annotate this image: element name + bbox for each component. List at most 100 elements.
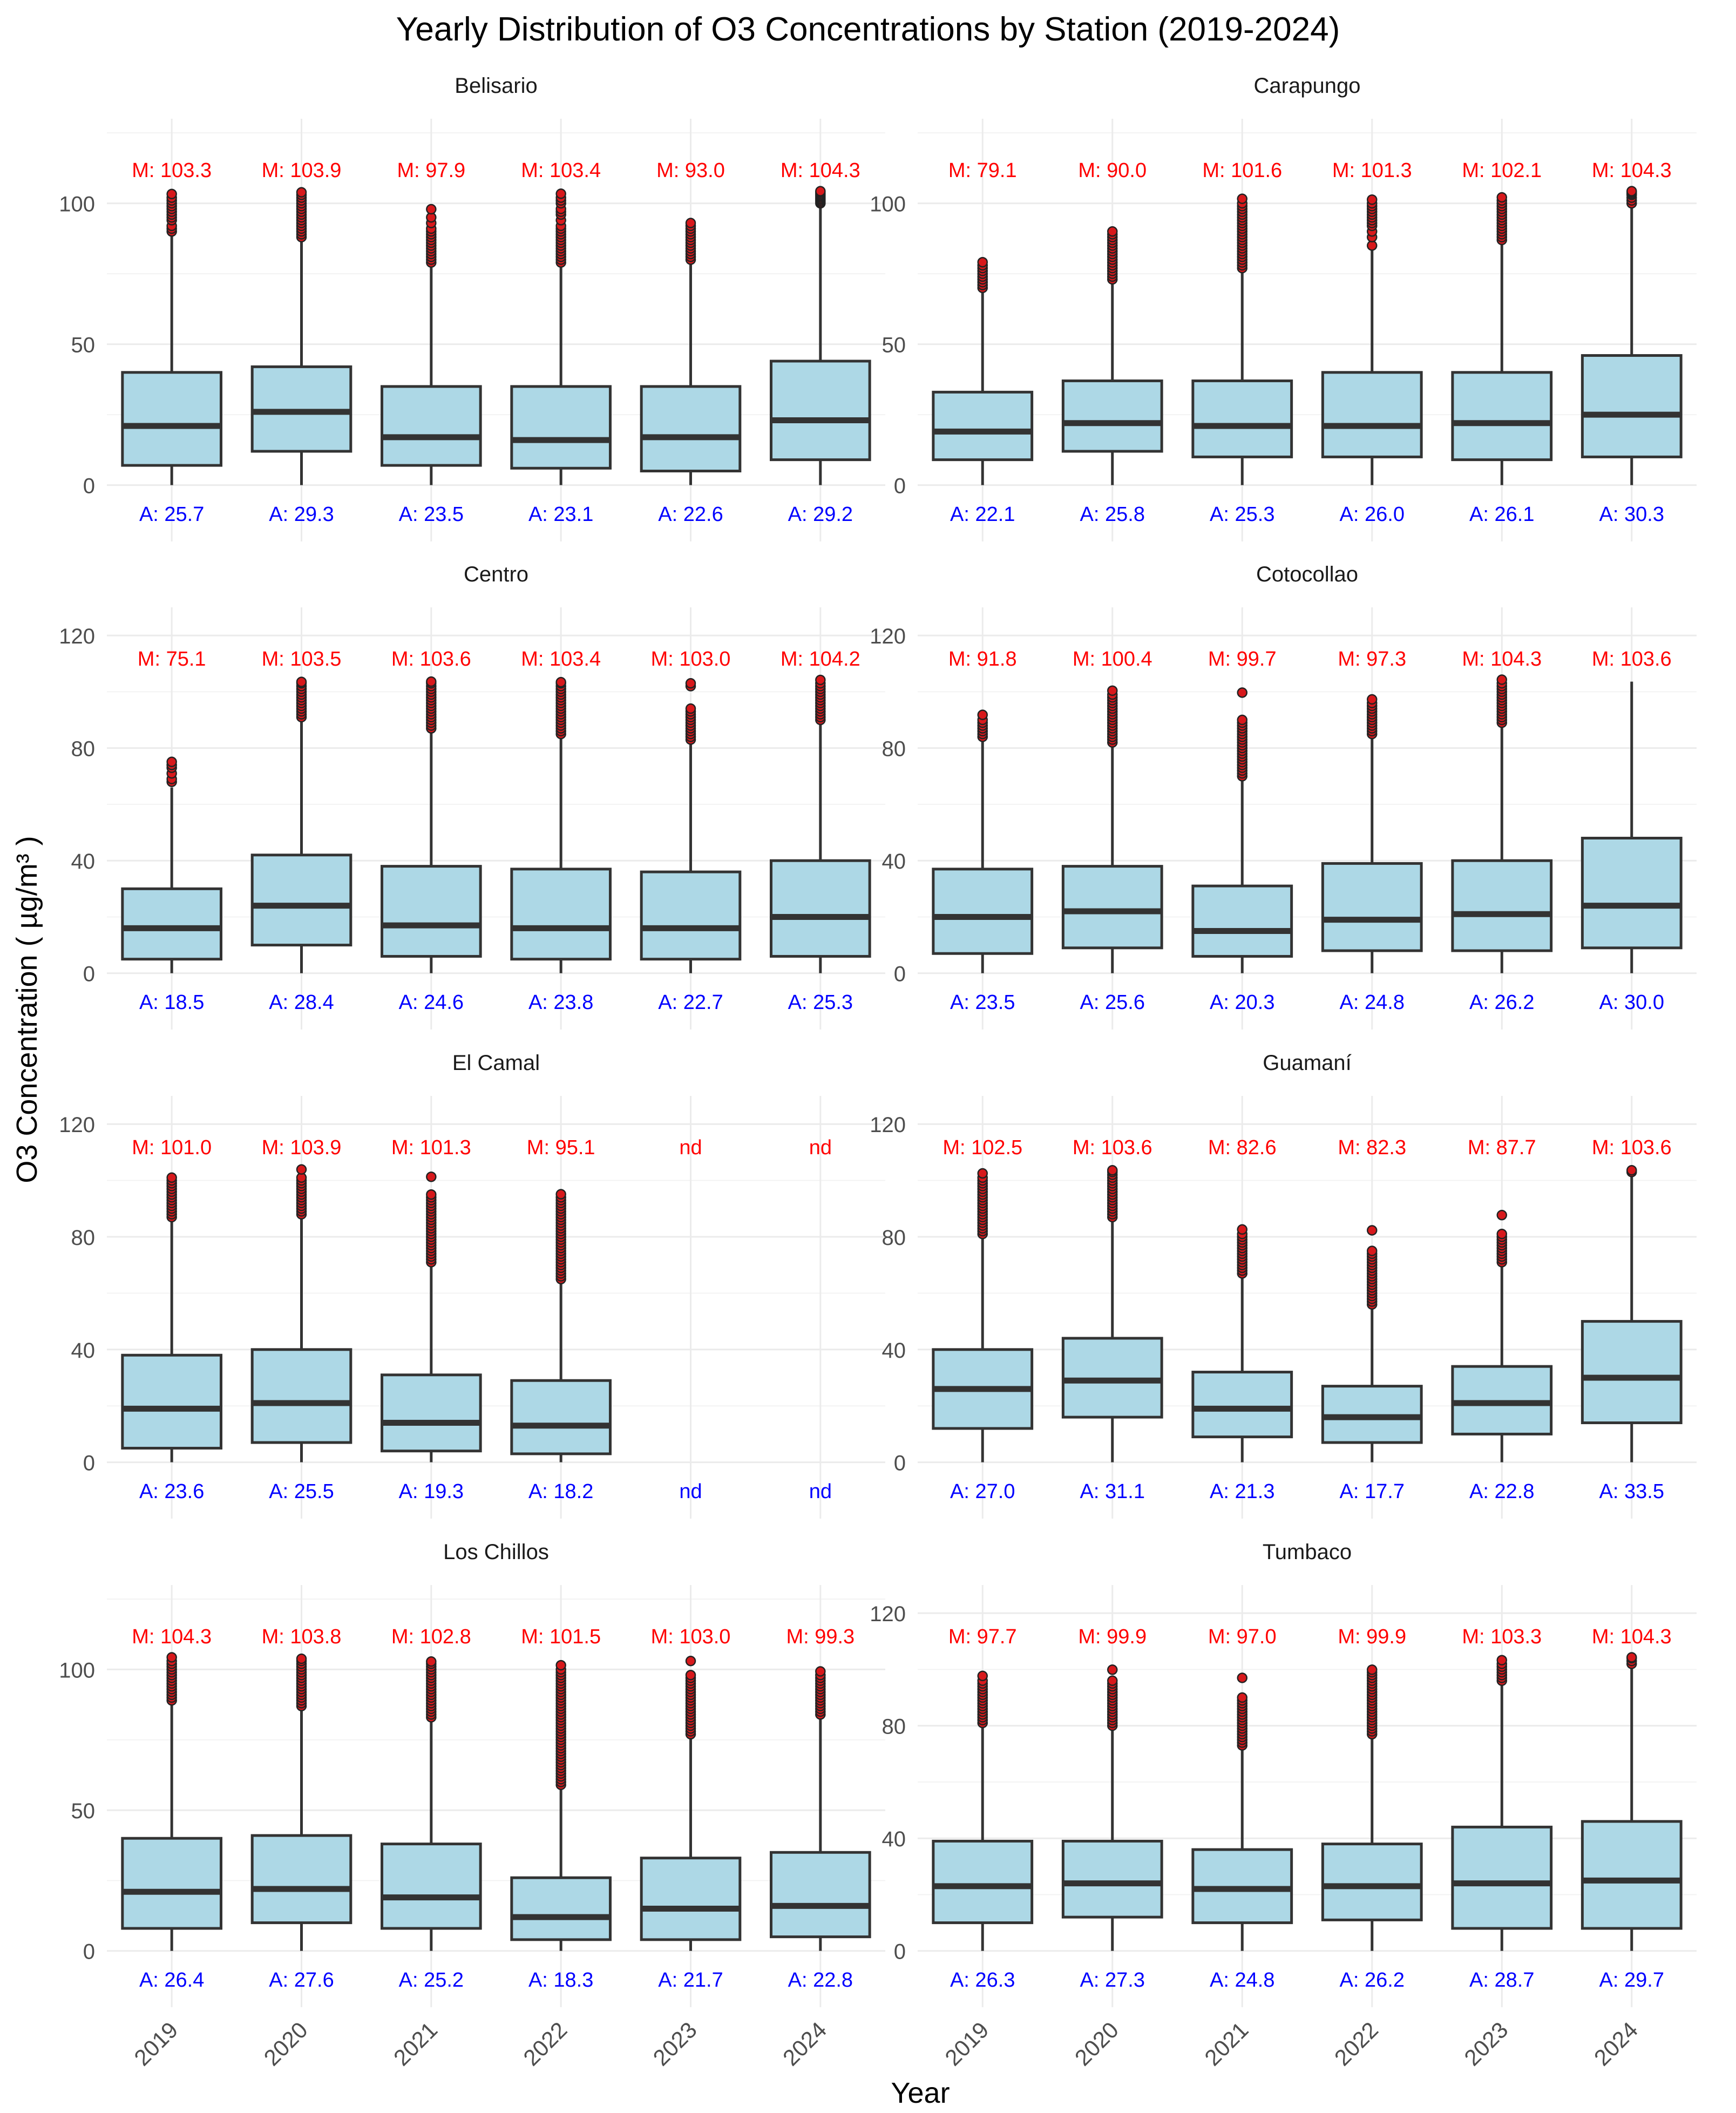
iqr-box [510, 1379, 612, 1455]
box-2024 [770, 186, 871, 485]
outlier-point [1367, 194, 1378, 205]
outlier-point [426, 1171, 437, 1182]
iqr-box [1581, 1320, 1683, 1425]
mean-label: nd [679, 1480, 702, 1503]
box-2021 [1191, 1672, 1293, 1951]
panel-carapungo: 0 50 100 Carapungo M: 79.1 A: 22.1 M: 90.0 A: 2… [870, 74, 1697, 541]
max-label: M: 102.8 [391, 1626, 471, 1648]
max-label: M: 103.9 [262, 159, 342, 182]
iqr-box [770, 1851, 871, 1939]
box-2022 [510, 188, 612, 485]
panel-el-camal: 0 40 80 120 El Camal M: 101.0 A: 23.6 M: 103.9 A… [59, 1051, 885, 1519]
max-label: M: 97.7 [948, 1626, 1017, 1648]
y-tick-label: 120 [59, 1113, 95, 1137]
iqr-box [1191, 884, 1293, 958]
outlier-point [1237, 1692, 1247, 1703]
mean-label: A: 23.5 [399, 503, 464, 526]
box-2024 [1581, 1652, 1683, 1951]
mean-label: A: 30.0 [1599, 991, 1664, 1014]
max-label: M: 101.3 [1332, 159, 1412, 182]
mean-label: A: 22.8 [1469, 1480, 1534, 1503]
max-label: M: 91.8 [948, 648, 1017, 671]
outlier-point [1626, 1652, 1637, 1663]
y-tick-label: 80 [882, 1226, 906, 1250]
box-2024 [1581, 1165, 1683, 1462]
outlier-point [1237, 714, 1247, 726]
outlier-point [296, 1653, 307, 1664]
iqr-box [770, 360, 871, 462]
box-2022 [1321, 694, 1423, 973]
box-2020 [250, 676, 352, 973]
outlier-point [1107, 1664, 1118, 1675]
mean-label: A: 23.6 [139, 1480, 204, 1503]
box-2020 [1061, 685, 1163, 973]
y-tick-label: 100 [870, 193, 906, 216]
y-tick-label: 0 [83, 475, 95, 498]
mean-label: A: 25.3 [788, 991, 853, 1014]
chart-title: Yearly Distribution of O3 Concentrations… [396, 11, 1340, 48]
outlier-point [1237, 1672, 1247, 1683]
iqr-box [1321, 862, 1423, 952]
box-2023 [1451, 1210, 1553, 1462]
max-label: M: 103.0 [651, 648, 731, 671]
box-2019 [121, 188, 222, 485]
max-label: M: 99.7 [1208, 648, 1277, 671]
outlier-point [1107, 226, 1118, 237]
max-label: M: 87.7 [1468, 1136, 1536, 1159]
max-label: M: 103.6 [1592, 1136, 1672, 1159]
box-2023 [1451, 192, 1553, 485]
outlier-point [1496, 674, 1507, 685]
iqr-box [381, 1373, 482, 1453]
box-2021 [1191, 193, 1293, 485]
y-tick-label: 0 [894, 1452, 906, 1475]
y-tick-label: 50 [882, 334, 906, 357]
panel-guaman-: 0 40 80 120 Guamaní M: 102.5 A: 27.0 M: 103.6 A:… [870, 1051, 1697, 1519]
y-tick-label: 0 [83, 1940, 95, 1964]
max-label: M: 103.6 [391, 648, 471, 671]
box-2023 [640, 1656, 742, 1951]
mean-label: A: 26.0 [1340, 503, 1405, 526]
mean-label: A: 18.3 [528, 1969, 593, 1992]
iqr-box [1191, 379, 1293, 458]
box-2022 [1321, 1664, 1423, 1951]
outlier-point [166, 756, 177, 767]
mean-label: A: 19.3 [399, 1480, 464, 1503]
panel-title: Los Chillos [443, 1540, 549, 1564]
max-label: M: 104.3 [1592, 1626, 1672, 1648]
y-tick-label: 100 [59, 1658, 95, 1682]
mean-label: A: 27.3 [1080, 1969, 1145, 1992]
mean-label: A: 26.3 [950, 1969, 1015, 1992]
mean-label: A: 28.4 [269, 991, 334, 1014]
max-label: M: 101.0 [132, 1136, 212, 1159]
x-axis-label: Year [891, 2077, 950, 2109]
outlier-point [977, 1670, 988, 1682]
iqr-box [121, 1353, 222, 1450]
max-label: M: 101.5 [521, 1626, 601, 1648]
outlier-point [815, 674, 826, 686]
y-tick-label: 100 [59, 193, 95, 216]
outlier-point [166, 188, 177, 200]
iqr-box [1061, 379, 1163, 453]
box-2020 [1061, 1664, 1163, 1951]
y-tick-label: 80 [71, 737, 96, 761]
max-label: M: 104.3 [1462, 648, 1542, 671]
box-2023 [1451, 674, 1553, 973]
iqr-box [250, 1834, 352, 1925]
box-2021 [381, 204, 482, 485]
max-label: M: 104.3 [1592, 159, 1672, 182]
mean-label: A: 25.2 [399, 1969, 464, 1992]
outlier-point [977, 1168, 988, 1179]
outlier-point [555, 1189, 566, 1200]
outlier-point [685, 1670, 696, 1681]
iqr-box [1321, 371, 1423, 458]
mean-label: A: 29.7 [1599, 1969, 1664, 1992]
max-label: M: 95.1 [527, 1136, 595, 1159]
max-label: M: 103.3 [132, 159, 212, 182]
y-tick-label: 80 [882, 1715, 906, 1739]
iqr-box [1451, 859, 1553, 952]
outlier-point [1107, 1675, 1118, 1687]
outlier-point [1626, 1165, 1637, 1176]
box-2019 [121, 756, 222, 973]
box-2019 [121, 1652, 222, 1951]
